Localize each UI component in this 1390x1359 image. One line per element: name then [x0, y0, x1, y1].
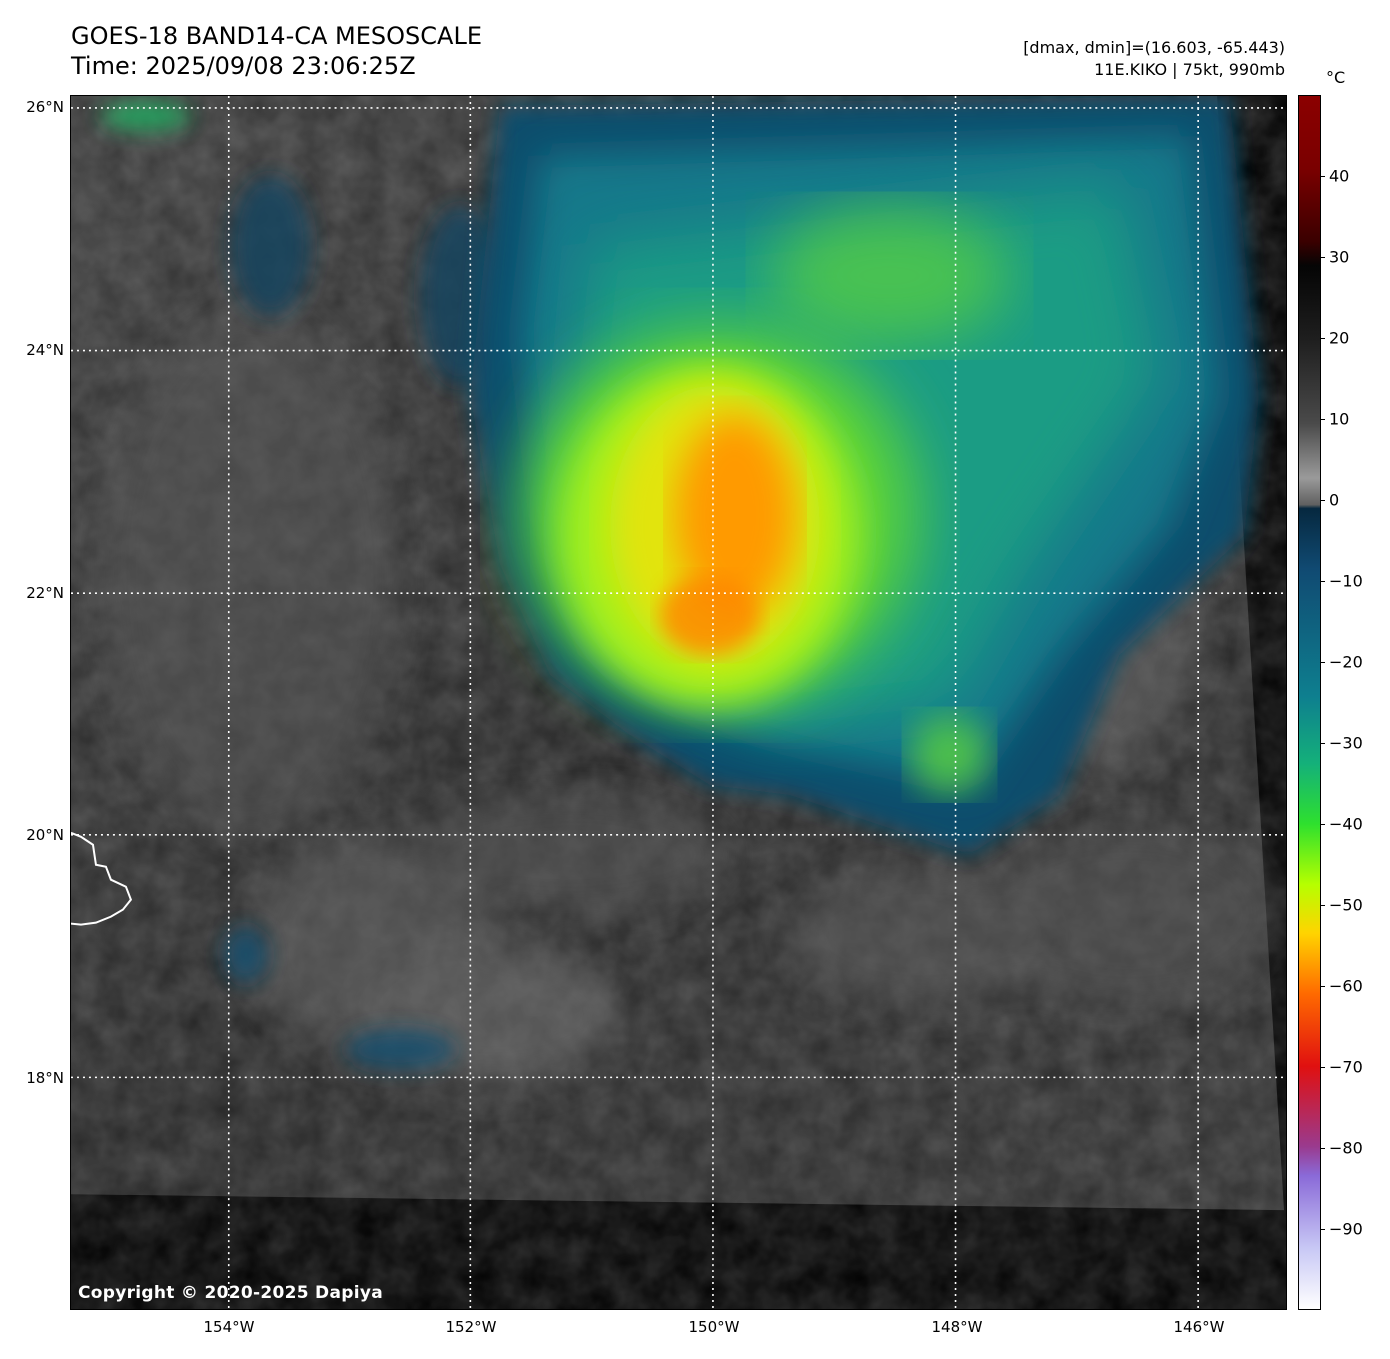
chart-title: GOES-18 BAND14-CA MESOSCALE — [71, 22, 482, 50]
lat-label-26n: 26°N — [26, 98, 64, 116]
lat-label-20n: 20°N — [26, 826, 64, 844]
storm-cloud-shield — [470, 96, 1260, 855]
colorbar-tick-mark — [1320, 1067, 1325, 1068]
colorbar-tick-mark — [1320, 1148, 1325, 1149]
colorbar-tick-mark — [1320, 419, 1325, 420]
colorbar-tick-label: −40 — [1329, 814, 1363, 834]
colorbar-tick-label: 0 — [1329, 490, 1340, 510]
lon-label-146w: 146°W — [1173, 1318, 1225, 1336]
lon-label-148w: 148°W — [931, 1318, 983, 1336]
lon-label-154w: 154°W — [203, 1318, 255, 1336]
colorbar-tick-mark — [1320, 1229, 1325, 1230]
colorbar-unit: °C — [1326, 68, 1346, 87]
lon-label-152w: 152°W — [445, 1318, 497, 1336]
colorbar-tick-mark — [1320, 662, 1325, 663]
colorbar-tick-mark — [1320, 338, 1325, 339]
colorbar-tick-mark — [1320, 743, 1325, 744]
colorbar-tick-label: −10 — [1329, 571, 1363, 591]
colorbar-tick-label: −80 — [1329, 1138, 1363, 1158]
colorbar-tick-mark — [1320, 986, 1325, 987]
colorbar-tick-label: −30 — [1329, 733, 1363, 753]
copyright-notice: Copyright © 2020-2025 Dapiya — [78, 1283, 383, 1303]
lat-label-22n: 22°N — [26, 584, 64, 602]
lon-label-150w: 150°W — [688, 1318, 740, 1336]
colorbar-tick-label: 10 — [1329, 409, 1350, 429]
data-range-label: [dmax, dmin]=(16.603, -65.443) — [1023, 38, 1285, 57]
colorbar-tick-mark — [1320, 176, 1325, 177]
lat-label-18n: 18°N — [26, 1069, 64, 1087]
colorbar-tick-label: 30 — [1329, 247, 1350, 267]
observation-time: Time: 2025/09/08 23:06:25Z — [71, 52, 416, 80]
colorbar-tick-mark — [1320, 581, 1325, 582]
colorbar-tick-label: −90 — [1329, 1219, 1363, 1239]
hawaii-coastline — [71, 831, 133, 926]
colorbar-tick-mark — [1320, 500, 1325, 501]
colorbar-tick-label: −20 — [1329, 652, 1363, 672]
gridlines — [71, 96, 1286, 1309]
colorbar-tick-label: −70 — [1329, 1057, 1363, 1077]
satellite-map[interactable]: Copyright © 2020-2025 Dapiya — [70, 95, 1287, 1310]
colorbar-tick-mark — [1320, 257, 1325, 258]
temperature-colorbar — [1298, 95, 1321, 1310]
colorbar-tick-label: −50 — [1329, 895, 1363, 915]
storm-info-label: 11E.KIKO | 75kt, 990mb — [1094, 60, 1285, 79]
colorbar-tick-label: 40 — [1329, 166, 1350, 186]
colorbar-tick-mark — [1320, 905, 1325, 906]
colorbar-tick-label: −60 — [1329, 976, 1363, 996]
colorbar-tick-mark — [1320, 824, 1325, 825]
satellite-imagery — [71, 96, 1286, 1309]
lat-label-24n: 24°N — [26, 341, 64, 359]
colorbar-tick-label: 20 — [1329, 328, 1350, 348]
